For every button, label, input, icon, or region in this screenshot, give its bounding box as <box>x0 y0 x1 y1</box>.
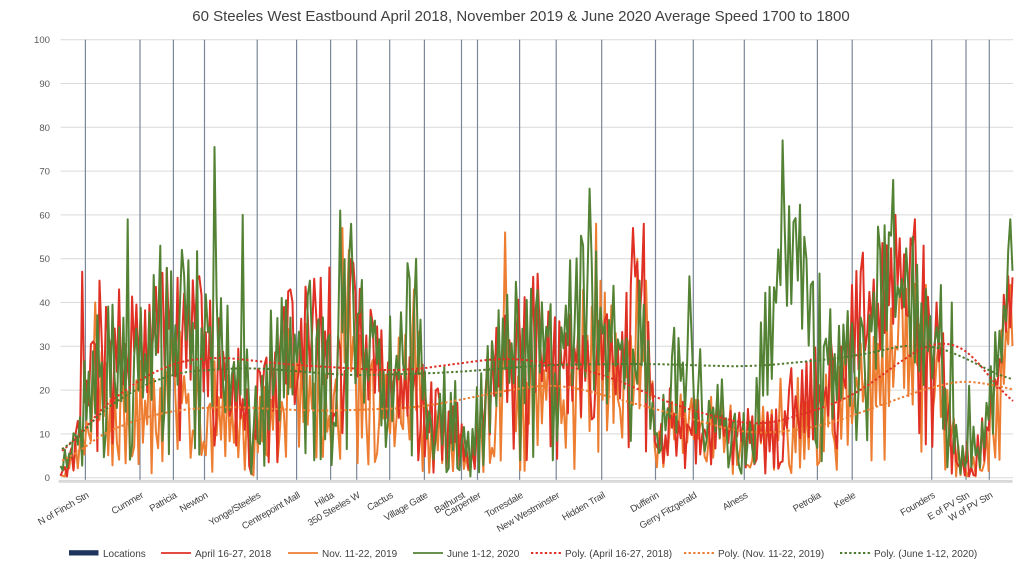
svg-text:Poly. (April 16-27, 2018): Poly. (April 16-27, 2018) <box>565 549 672 560</box>
svg-text:0: 0 <box>45 473 50 484</box>
svg-text:Poly. (Nov. 11-22, 2019): Poly. (Nov. 11-22, 2019) <box>718 549 824 560</box>
svg-text:20: 20 <box>39 386 50 397</box>
svg-text:Poly. (June 1-12, 2020): Poly. (June 1-12, 2020) <box>874 549 977 560</box>
svg-text:June 1-12, 2020: June 1-12, 2020 <box>447 549 520 560</box>
svg-text:30: 30 <box>39 342 50 353</box>
svg-text:40: 40 <box>39 298 50 309</box>
svg-text:Nov. 11-22, 2019: Nov. 11-22, 2019 <box>322 549 398 560</box>
svg-text:10: 10 <box>39 429 50 440</box>
svg-text:80: 80 <box>39 123 50 134</box>
svg-text:60 Steeles West Eastbound Apri: 60 Steeles West Eastbound April 2018, No… <box>192 8 849 25</box>
svg-text:50: 50 <box>39 254 50 265</box>
svg-text:100: 100 <box>34 35 50 46</box>
svg-text:60: 60 <box>39 210 50 221</box>
svg-text:Locations: Locations <box>103 549 146 560</box>
svg-text:April 16-27, 2018: April 16-27, 2018 <box>195 549 272 560</box>
svg-text:70: 70 <box>39 167 50 178</box>
svg-text:90: 90 <box>39 79 50 90</box>
